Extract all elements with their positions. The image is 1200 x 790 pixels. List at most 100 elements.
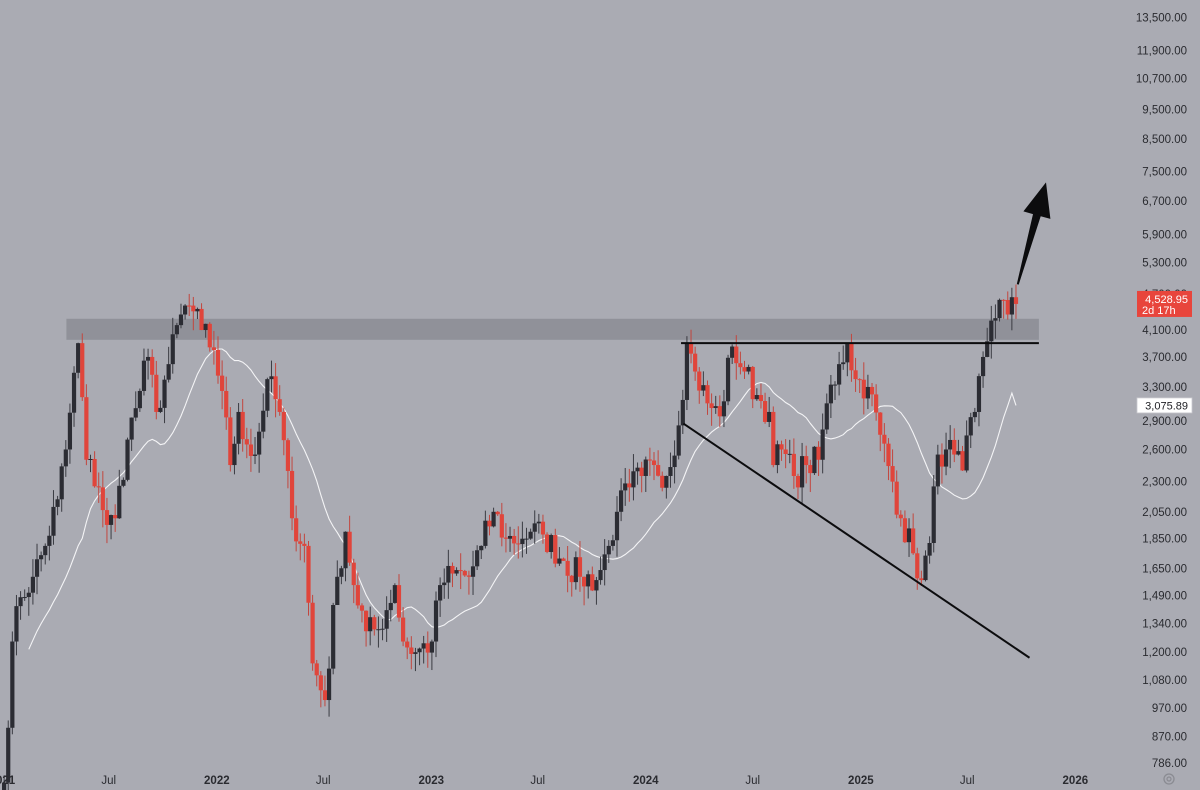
- candle-body: [730, 346, 735, 358]
- candle-body: [417, 648, 422, 653]
- candle: [137, 388, 142, 412]
- price-axis[interactable]: 13,500.00 11,900.00 10,700.00 9,500.00 8,500…: [1136, 13, 1187, 771]
- price-tick-label: 11,900.00: [1137, 46, 1187, 58]
- candle-body: [693, 353, 698, 372]
- candle-body: [874, 394, 879, 413]
- candle: [487, 514, 492, 536]
- candle: [396, 574, 402, 622]
- candle-body: [804, 456, 809, 466]
- candle-body: [544, 534, 550, 553]
- candle-body: [549, 535, 554, 553]
- candle: [750, 365, 755, 409]
- candle: [738, 351, 743, 375]
- candle: [520, 521, 525, 558]
- candle: [475, 545, 480, 571]
- candle-body: [886, 443, 891, 467]
- candle: [166, 346, 171, 383]
- candle: [80, 333, 85, 401]
- candle-body: [664, 475, 669, 488]
- candle: [775, 440, 780, 474]
- price-tick-label: 786.00: [1152, 758, 1187, 770]
- candle: [314, 659, 319, 687]
- candle-body: [1013, 297, 1019, 304]
- candle-body: [725, 357, 731, 402]
- candle-body: [191, 305, 196, 312]
- candle: [598, 556, 603, 585]
- time-tick-label: Jul: [316, 775, 331, 787]
- candle-body: [76, 343, 81, 373]
- candle-body: [479, 545, 484, 551]
- candle: [343, 531, 348, 582]
- candle-body: [672, 455, 677, 468]
- candle-body: [335, 576, 340, 606]
- candle: [429, 639, 434, 671]
- candle-body: [51, 506, 56, 536]
- candle-body: [331, 605, 336, 669]
- time-axis[interactable]: 2021 Jul 2022 Jul 2023 Jul 2024 Jul 2025 Jul 2026: [0, 775, 1088, 787]
- candle: [943, 432, 949, 476]
- candle: [417, 647, 422, 666]
- candle-body: [799, 456, 805, 488]
- candle-body: [273, 376, 278, 400]
- candle-body: [26, 592, 31, 598]
- breakout-arrow: [1016, 182, 1051, 285]
- candle-body: [96, 486, 101, 488]
- candle: [960, 445, 965, 471]
- settings-gear-icon[interactable]: [1163, 773, 1175, 785]
- candle: [133, 391, 138, 422]
- candle-body: [635, 467, 640, 472]
- candle-body: [384, 610, 389, 629]
- candle: [236, 403, 241, 455]
- candle: [816, 441, 821, 476]
- candle: [252, 437, 258, 465]
- candle: [528, 528, 533, 540]
- candle-body: [1005, 300, 1010, 315]
- candle: [627, 468, 632, 502]
- candle-body: [614, 511, 620, 541]
- candle-body: [791, 453, 796, 476]
- candle-body: [734, 346, 739, 364]
- price-tick-label: 10,700.00: [1136, 73, 1187, 85]
- candle: [199, 303, 204, 331]
- price-tick-label: 9,500.00: [1142, 105, 1187, 117]
- candle: [980, 351, 986, 388]
- candle-body: [462, 570, 467, 576]
- candle-body: [948, 439, 953, 450]
- last-price-badge-bg: [1137, 290, 1192, 317]
- candle: [228, 407, 233, 472]
- candle-body: [215, 349, 221, 376]
- candle-body: [22, 597, 27, 599]
- candle-body: [861, 379, 866, 399]
- candle: [573, 551, 578, 590]
- candle: [874, 384, 879, 421]
- candle-body: [586, 574, 591, 587]
- candle-body: [351, 562, 356, 586]
- candle-body: [240, 411, 245, 440]
- candle-body: [446, 565, 451, 583]
- candle: [997, 298, 1002, 322]
- candle: [557, 547, 562, 566]
- candle-body: [88, 458, 93, 460]
- candle-body: [67, 412, 73, 450]
- candle: [191, 296, 196, 331]
- candle-body: [754, 395, 759, 400]
- candle: [664, 475, 669, 499]
- candle-body: [2, 782, 7, 790]
- candle: [890, 449, 895, 493]
- candle-body: [795, 475, 801, 488]
- candle-body: [392, 585, 397, 603]
- candle-body: [540, 521, 546, 535]
- candle: [363, 610, 369, 647]
- candle-body: [902, 518, 908, 543]
- candle: [779, 440, 784, 461]
- candle: [709, 393, 714, 426]
- candles-layer: [2, 284, 1019, 790]
- candle: [150, 349, 155, 388]
- candle-body: [104, 510, 110, 525]
- candle: [532, 510, 537, 544]
- candle: [754, 388, 759, 401]
- candle: [610, 534, 615, 551]
- candle-body: [470, 566, 476, 577]
